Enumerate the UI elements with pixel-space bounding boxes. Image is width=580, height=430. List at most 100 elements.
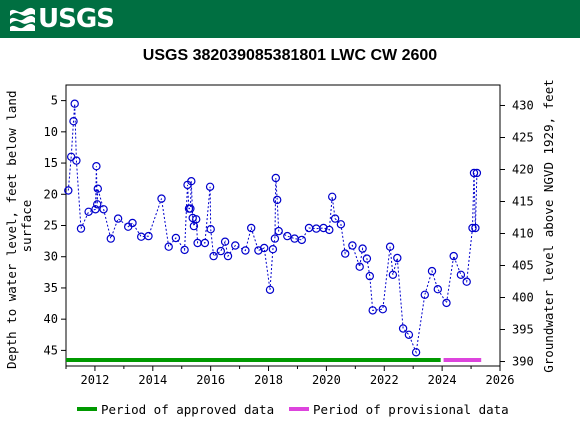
left-axis-label-line-2: surface xyxy=(19,200,34,253)
data-points xyxy=(64,99,482,357)
data-point-78 xyxy=(462,277,471,286)
data-point-9 xyxy=(92,200,102,209)
data-point-31 xyxy=(205,182,215,191)
right-tick-label-425: 425 xyxy=(512,130,534,144)
data-point-81 xyxy=(471,223,480,233)
data-point-11 xyxy=(99,205,108,214)
data-point-68 xyxy=(393,253,402,263)
data-point-56 xyxy=(330,214,340,223)
right-tick-label-410: 410 xyxy=(512,227,534,241)
data-point-20 xyxy=(171,233,181,243)
data-point-37 xyxy=(231,241,240,250)
x-tick-label-2022: 2022 xyxy=(370,373,399,387)
usgs-logo[interactable]: USGS xyxy=(8,4,115,34)
right-tick-label-400: 400 xyxy=(512,291,534,305)
x-axis-ticks: 2012 2014 2016 2018 2020 2022 2024 2026 xyxy=(65,366,515,387)
x-tick-label-2018: 2018 xyxy=(254,373,283,387)
data-point-42 xyxy=(265,285,275,294)
left-tick-label-20: 20 xyxy=(44,187,58,201)
data-point-55 xyxy=(328,192,337,201)
period-bar-approved xyxy=(66,358,441,362)
data-point-35 xyxy=(220,237,230,246)
data-point-44 xyxy=(270,234,280,243)
data-point-53 xyxy=(319,223,328,233)
x-tick-label-2026: 2026 xyxy=(486,373,515,387)
right-tick-label-395: 395 xyxy=(512,323,534,337)
data-point-74 xyxy=(433,285,442,294)
data-point-70 xyxy=(404,330,414,339)
data-point-15 xyxy=(128,218,137,228)
right-axis-label: Groundwater level above NGVD 1929, feet xyxy=(541,79,556,373)
data-point-75 xyxy=(442,298,451,308)
data-point-67 xyxy=(388,270,398,279)
data-point-28 xyxy=(191,215,201,224)
data-point-59 xyxy=(348,241,357,250)
data-point-69 xyxy=(398,324,408,333)
legend-label-provisional: Period of provisional data xyxy=(313,402,509,417)
left-tick-label-40: 40 xyxy=(44,312,58,326)
legend-label-approved: Period of approved data xyxy=(101,402,274,417)
data-point-64 xyxy=(368,306,377,315)
data-point-32 xyxy=(206,224,215,234)
legend: Period of approved data Period of provis… xyxy=(77,402,509,417)
data-point-79 xyxy=(468,223,477,233)
left-axis-label-line-1: Depth to water level, feet below land xyxy=(4,91,19,369)
right-tick-label-405: 405 xyxy=(512,259,534,273)
data-point-47 xyxy=(274,226,283,236)
data-point-17 xyxy=(144,231,153,241)
data-point-2 xyxy=(69,116,78,126)
data-point-45 xyxy=(271,173,280,183)
data-point-10 xyxy=(93,184,103,193)
data-point-76 xyxy=(449,251,458,261)
x-tick-label-2016: 2016 xyxy=(196,373,225,387)
data-point-34 xyxy=(216,246,225,256)
data-point-72 xyxy=(420,290,429,299)
left-axis-label: Depth to water level, feet below land su… xyxy=(4,83,34,369)
left-tick-label-30: 30 xyxy=(44,250,58,264)
data-point-60 xyxy=(355,262,364,271)
right-tick-label-420: 420 xyxy=(512,162,534,176)
data-point-8 xyxy=(92,161,101,171)
period-bars xyxy=(66,358,482,362)
data-point-43 xyxy=(268,244,278,254)
data-point-61 xyxy=(358,244,367,253)
data-point-30 xyxy=(200,238,210,248)
data-point-33 xyxy=(209,251,218,261)
right-tick-label-415: 415 xyxy=(512,194,534,208)
data-point-6 xyxy=(84,207,93,216)
data-point-39 xyxy=(246,223,256,233)
period-bar-provisional xyxy=(443,358,482,362)
x-tick-label-2014: 2014 xyxy=(138,373,167,387)
left-tick-label-15: 15 xyxy=(44,156,58,170)
series-connecting-line xyxy=(67,103,478,355)
data-point-80 xyxy=(469,168,479,178)
data-point-54 xyxy=(325,225,334,235)
left-tick-label-45: 45 xyxy=(44,343,58,357)
usgs-banner: USGS xyxy=(0,0,580,38)
x-tick-label-2020: 2020 xyxy=(312,373,341,387)
data-point-0 xyxy=(64,186,73,195)
data-point-3 xyxy=(70,99,79,108)
data-point-24 xyxy=(186,204,195,213)
data-point-46 xyxy=(273,195,282,205)
data-point-5 xyxy=(76,224,86,233)
data-point-63 xyxy=(365,271,374,281)
left-tick-label-5: 5 xyxy=(51,94,58,108)
data-point-73 xyxy=(427,266,437,276)
data-point-57 xyxy=(336,220,346,229)
data-point-65 xyxy=(378,305,387,314)
data-point-4 xyxy=(72,156,81,165)
data-point-36 xyxy=(223,251,233,261)
data-point-25 xyxy=(187,176,196,186)
data-point-48 xyxy=(283,231,292,241)
data-point-13 xyxy=(113,214,123,223)
data-point-7 xyxy=(91,205,100,214)
data-point-77 xyxy=(456,270,466,279)
data-point-41 xyxy=(260,243,269,253)
usgs-wave-icon xyxy=(10,7,35,31)
left-tick-label-25: 25 xyxy=(44,219,58,233)
right-tick-label-430: 430 xyxy=(512,98,534,112)
right-tick-label-390: 390 xyxy=(512,355,534,369)
data-point-66 xyxy=(385,242,395,251)
